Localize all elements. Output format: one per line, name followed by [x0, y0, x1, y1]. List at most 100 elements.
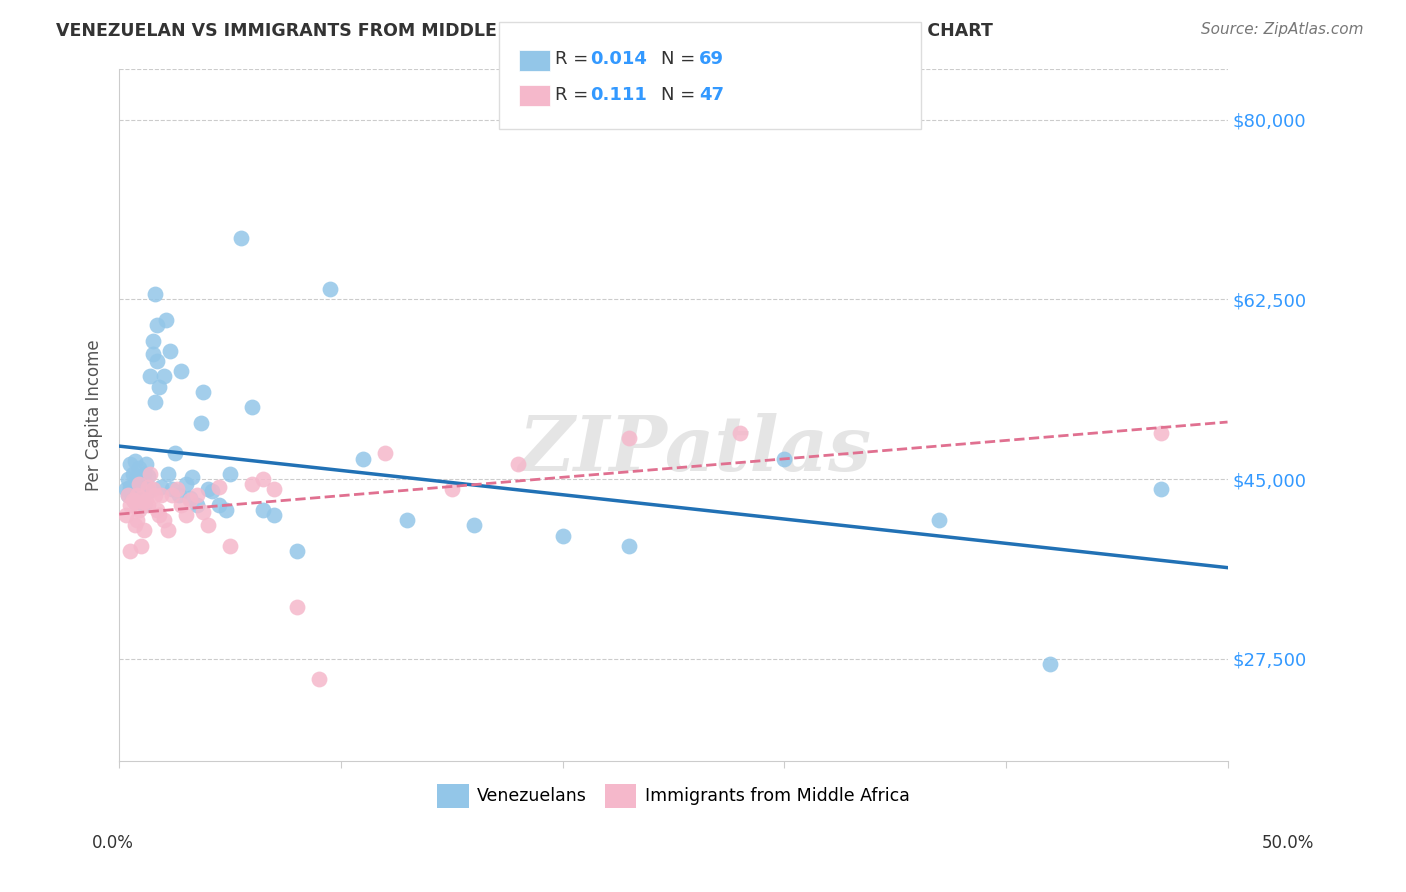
Point: [773, 451, 796, 466]
Point: [141, 334, 163, 348]
Point: [374, 446, 396, 460]
Point: [121, 467, 143, 481]
Point: [120, 457, 142, 471]
Point: [159, 343, 181, 358]
Point: [146, 318, 169, 333]
Point: [131, 472, 153, 486]
Point: [285, 544, 308, 558]
Point: [163, 446, 186, 460]
Point: [120, 480, 142, 494]
Point: [135, 457, 157, 471]
Text: VENEZUELAN VS IMMIGRANTS FROM MIDDLE AFRICA PER CAPITA INCOME CORRELATION CHART: VENEZUELAN VS IMMIGRANTS FROM MIDDLE AFR…: [56, 22, 993, 40]
Point: [132, 524, 155, 538]
Point: [193, 384, 215, 399]
Point: [128, 503, 150, 517]
Point: [319, 282, 342, 296]
Point: [201, 484, 224, 499]
Point: [197, 518, 219, 533]
Point: [193, 505, 215, 519]
Point: [124, 477, 146, 491]
Point: [121, 491, 143, 505]
Point: [120, 544, 142, 558]
Point: [219, 467, 242, 481]
Point: [124, 494, 146, 508]
Point: [124, 494, 146, 508]
Point: [219, 539, 242, 553]
Point: [174, 477, 197, 491]
Point: [617, 539, 640, 553]
Point: [728, 425, 751, 440]
Legend: Venezuelans, Immigrants from Middle Africa: Venezuelans, Immigrants from Middle Afri…: [430, 777, 917, 815]
Point: [155, 313, 177, 327]
Point: [141, 483, 163, 497]
Point: [120, 498, 142, 512]
Point: [240, 401, 263, 415]
Point: [143, 287, 166, 301]
Point: [263, 508, 285, 522]
Point: [1150, 483, 1173, 497]
Point: [139, 467, 162, 481]
Text: 47: 47: [699, 87, 724, 104]
Point: [166, 483, 188, 497]
Point: [186, 498, 208, 512]
Point: [186, 487, 208, 501]
Point: [240, 477, 263, 491]
Point: [162, 483, 184, 497]
Point: [170, 498, 193, 512]
Text: Source: ZipAtlas.com: Source: ZipAtlas.com: [1201, 22, 1364, 37]
Point: [136, 498, 159, 512]
Point: [132, 498, 155, 512]
Point: [136, 484, 159, 499]
Point: [117, 487, 139, 501]
Point: [117, 472, 139, 486]
Point: [928, 513, 950, 527]
Point: [120, 484, 142, 499]
Point: [115, 483, 138, 497]
Point: [131, 474, 153, 488]
Point: [139, 369, 162, 384]
Point: [197, 483, 219, 497]
Point: [352, 451, 374, 466]
Text: 50.0%: 50.0%: [1263, 834, 1315, 852]
Point: [131, 485, 153, 500]
Point: [135, 492, 157, 507]
Point: [148, 508, 170, 522]
Point: [128, 460, 150, 475]
Point: [121, 492, 143, 507]
Point: [162, 487, 184, 501]
Point: [125, 487, 148, 501]
Point: [141, 347, 163, 361]
Point: [136, 469, 159, 483]
Text: R =: R =: [555, 87, 600, 104]
Point: [396, 513, 419, 527]
Point: [179, 492, 201, 507]
Point: [231, 231, 253, 245]
Text: N =: N =: [661, 50, 700, 68]
Point: [143, 395, 166, 409]
Point: [125, 487, 148, 501]
Point: [252, 503, 274, 517]
Point: [136, 480, 159, 494]
Point: [551, 528, 574, 542]
Text: ZIPatlas: ZIPatlas: [519, 413, 872, 487]
Point: [167, 487, 190, 501]
Point: [125, 470, 148, 484]
Point: [1150, 425, 1173, 440]
Point: [157, 467, 180, 481]
Text: R =: R =: [555, 50, 595, 68]
Text: 69: 69: [699, 50, 724, 68]
Y-axis label: Per Capita Income: Per Capita Income: [86, 339, 103, 491]
Point: [252, 472, 274, 486]
Point: [208, 498, 231, 512]
Point: [152, 513, 174, 527]
Point: [125, 513, 148, 527]
Point: [508, 457, 530, 471]
Point: [190, 416, 212, 430]
Text: 0.0%: 0.0%: [91, 834, 134, 852]
Point: [263, 483, 285, 497]
Point: [179, 491, 201, 505]
Point: [117, 487, 139, 501]
Point: [308, 673, 330, 687]
Point: [115, 508, 138, 522]
Point: [131, 539, 153, 553]
